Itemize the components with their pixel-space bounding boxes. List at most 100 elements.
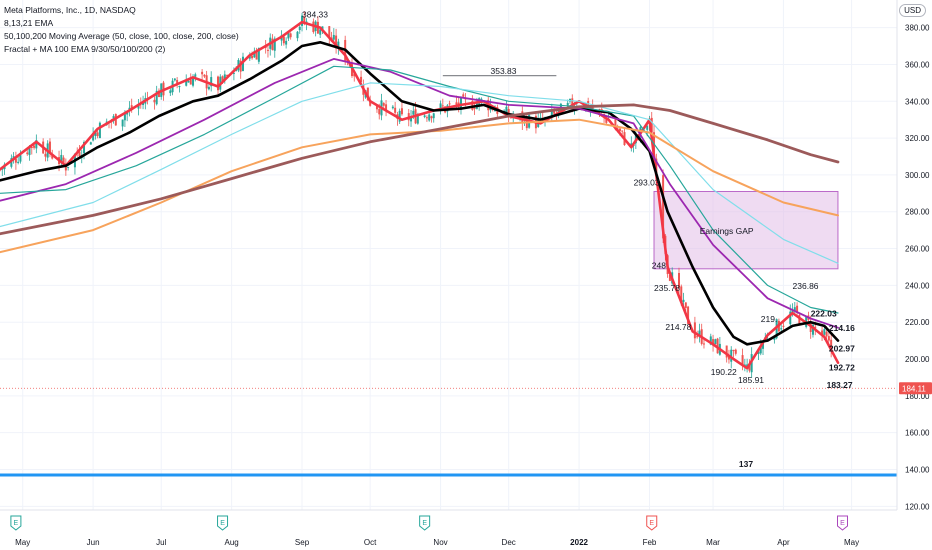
candle-body [51,155,54,159]
y-tick-label: 220.00 [905,318,930,327]
annotation-label: 293.03 [634,178,660,188]
x-tick-label: Feb [643,538,657,547]
legend-ema: 8,13,21 EMA [4,18,54,28]
annotation-label: 353.83 [491,66,517,76]
candle-body [285,40,288,45]
candle-body [416,115,419,124]
candle-body [439,103,442,111]
annotations-layer: 137 384.33 353.83 293.03 Earnings GAP 248 235.… [302,10,855,469]
candle-body [748,365,751,371]
earnings-marker-shape [836,515,848,531]
candle-body [782,325,785,327]
candle-body [732,349,735,352]
candle-body [33,145,36,148]
candle-body [394,107,397,113]
candle-body [26,152,29,155]
candle-body [725,345,728,358]
candle-body [680,286,683,302]
candle-body [823,329,826,335]
candle-body [78,151,81,157]
candle-body [696,336,699,338]
candle-body [194,74,197,77]
candle-body [48,141,51,154]
candle-body [335,35,338,49]
candle-body [176,80,179,85]
earnings-marker-icon: E [217,515,229,531]
candle-body [789,311,792,325]
earnings-marker-letter: E [220,520,225,527]
annotation-label: 219. [761,314,778,324]
candle-body [266,49,269,51]
candle-body [289,33,292,38]
candle-body [391,106,394,109]
candle-body [730,349,733,362]
y-tick-label: 360.00 [905,60,930,69]
candle-body [360,76,363,83]
candle-body [400,108,403,115]
series-line-ema-red [0,20,840,370]
series-line-brown [0,103,840,236]
candle-body [178,86,181,88]
annotation-label: 190.22 [711,367,737,377]
series-line-teal [0,65,839,314]
candle-body [448,103,451,105]
annotation-label: 248 [652,261,666,271]
candle-body [287,31,290,39]
x-tick-label: Jun [87,538,100,547]
series-line-cyan [0,82,839,264]
y-tick-label: 380.00 [905,24,930,33]
series-line-ema-black [0,41,840,346]
annotation-label: 192.72 [829,362,855,372]
candle-body [169,90,172,94]
candle-body [301,15,304,26]
candle-body [811,324,814,335]
candle-body [189,79,192,85]
candle-body [332,34,335,40]
candle-body [83,142,86,154]
candle-body [67,166,70,168]
candle-body [385,104,388,111]
annotation-label: 235.78 [654,283,680,293]
series-layer [0,20,897,477]
candle-body [369,100,372,106]
y-tick-label: 300.00 [905,171,930,180]
currency-selector[interactable]: USD [899,4,926,17]
earnings-marker-shape [646,515,658,531]
candle-body [428,114,431,121]
candle-body [662,175,665,239]
candle-body [830,339,833,351]
y-tick-label: 280.00 [905,208,930,217]
candle-body [187,80,190,83]
earnings-marker-shape [10,515,22,531]
current-price-tag [899,382,932,395]
candle-body [441,105,444,107]
candle-body [741,355,744,365]
candle-body [192,76,195,86]
candle-body [550,109,553,118]
candle-body [630,143,633,146]
candle-body [432,113,435,119]
candle-body [223,74,226,80]
candle-body [505,106,508,114]
candle-body [459,97,462,110]
candle-body [155,90,158,105]
candle-body [605,117,608,123]
candle-body [282,36,285,44]
candle-body [621,130,624,132]
current-price-value: 184.11 [902,384,926,393]
support-line-label: 137 [739,459,753,469]
annotation-label: 236.86 [793,281,819,291]
candle-body [217,76,220,91]
candle-body [30,146,33,148]
candle-body [425,117,428,119]
candle-body [668,274,671,281]
candle-body [153,99,156,103]
candle-body [762,342,765,349]
candle-body [375,105,378,110]
candle-body [734,349,737,354]
candle-body [201,71,204,75]
earnings-marker-letter: E [422,520,427,527]
annotation-label: 185.91 [738,375,764,385]
candle-body [780,328,783,330]
